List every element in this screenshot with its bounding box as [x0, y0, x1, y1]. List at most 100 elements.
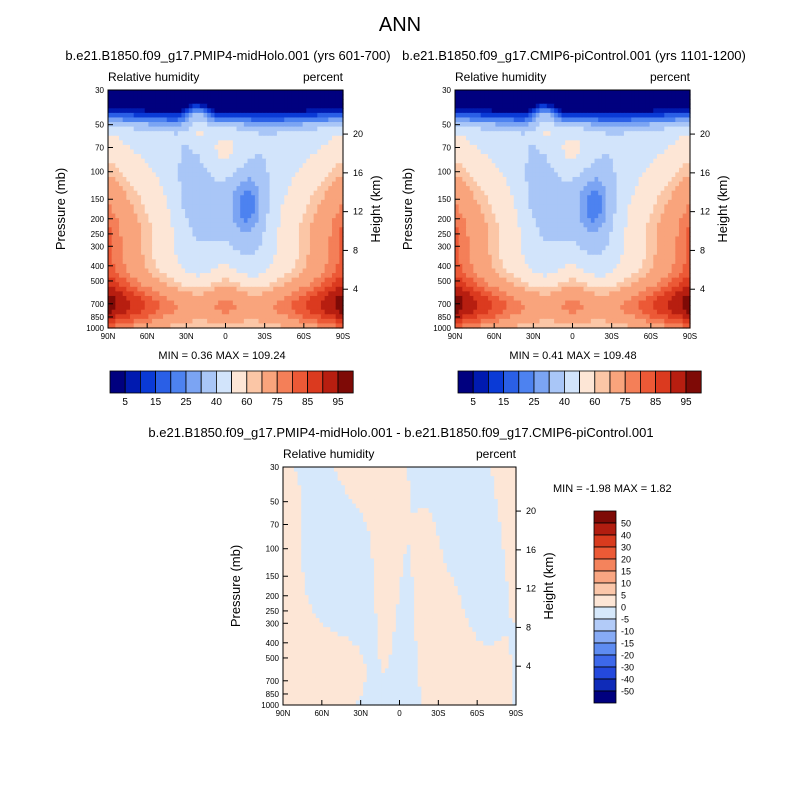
heatmap-cell [302, 135, 307, 141]
heatmap-cell [331, 231, 337, 238]
heatmap-cell [240, 263, 245, 270]
heatmap-cell [273, 263, 278, 270]
heatmap-cell [159, 167, 164, 173]
heatmap-cell [122, 154, 127, 160]
heatmap-cell [667, 195, 673, 201]
heatmap-cell [339, 176, 344, 183]
heatmap-cell [210, 282, 216, 288]
heatmap-cell [148, 268, 153, 274]
heatmap-cell [199, 135, 205, 141]
heatmap-cell [247, 190, 252, 196]
heatmap-cell [177, 108, 183, 114]
heatmap-cell [126, 186, 131, 192]
heatmap-cell [682, 117, 687, 123]
heatmap-cell [682, 108, 687, 114]
heatmap-cell [177, 186, 183, 192]
heatmap-cell [331, 305, 337, 311]
heatmap-cell [221, 112, 227, 119]
heatmap-cell [339, 295, 344, 302]
heatmap-cell [616, 135, 621, 141]
heatmap-cell [306, 222, 311, 228]
heatmap-cell [557, 172, 563, 178]
heatmap-cell [214, 268, 219, 274]
heatmap-cell [210, 181, 216, 187]
heatmap-cell [291, 300, 296, 306]
heatmap-cell [141, 273, 146, 279]
heatmap-cell [302, 305, 307, 311]
heatmap-cell [328, 158, 333, 164]
heatmap-cell [313, 268, 318, 274]
heatmap-cell [510, 131, 515, 137]
heatmap-cell [320, 199, 326, 206]
heatmap-cell [155, 245, 160, 251]
heatmap-cell [229, 209, 234, 215]
heatmap-cell [137, 195, 142, 201]
heatmap-cell [273, 176, 278, 183]
heatmap-cell [682, 181, 687, 187]
heatmap-cell [148, 186, 153, 192]
heatmap-cell [532, 195, 537, 201]
heatmap-cell [291, 318, 296, 325]
heatmap-cell [207, 140, 212, 146]
heatmap-cell [152, 259, 157, 265]
heatmap-cell [236, 263, 241, 270]
heatmap-cell [616, 112, 621, 119]
heatmap-cell [458, 144, 463, 151]
heatmap-cell [598, 172, 603, 178]
heatmap-cell [455, 172, 460, 178]
heatmap-cell [218, 282, 223, 288]
heatmap-cell [653, 199, 658, 206]
heatmap-cell [539, 112, 544, 119]
heatmap-cell [133, 103, 138, 109]
heatmap-cell [302, 209, 307, 215]
heatmap-cell [229, 277, 234, 283]
heatmap-cell [126, 99, 131, 105]
heatmap-cell [572, 117, 577, 123]
heatmap-cell [214, 90, 219, 96]
heatmap-cell [280, 144, 285, 151]
heatmap-cell [196, 314, 201, 320]
heatmap-cell [210, 117, 216, 123]
heatmap-cell [317, 295, 322, 302]
heatmap-cell [510, 199, 515, 206]
heatmap-cell [543, 172, 548, 178]
x-tick-label: 30N [179, 332, 194, 341]
heatmap-cell [667, 108, 673, 114]
heatmap-cell [576, 195, 581, 201]
heatmap-cell [638, 144, 643, 151]
heatmap-cell [616, 103, 621, 109]
heatmap-cell [576, 186, 581, 192]
heatmap-cell [480, 90, 485, 96]
heatmap-cell [119, 167, 124, 173]
heatmap-cell [240, 144, 245, 151]
heatmap-cell [199, 117, 205, 123]
heatmap-cell [221, 268, 227, 274]
heatmap-cell [598, 199, 603, 206]
heatmap-cell [262, 154, 267, 160]
heatmap-cell [265, 259, 271, 265]
heatmap-cell [601, 154, 607, 160]
heatmap-cell [653, 154, 658, 160]
heatmap-cell [284, 135, 289, 141]
heatmap-cell [262, 241, 267, 247]
heatmap-cell [262, 144, 267, 151]
heatmap-cell [298, 108, 304, 114]
heatmap-cell [166, 268, 172, 274]
heatmap-cell [188, 167, 194, 173]
heatmap-cell [513, 103, 519, 109]
heatmap-cell [546, 172, 552, 178]
heatmap-cell [203, 218, 208, 224]
heatmap-cell [188, 305, 194, 311]
heatmap-cell [491, 172, 496, 178]
heatmap-cell [298, 259, 304, 265]
heatmap-cell [671, 117, 676, 123]
heatmap-cell [243, 117, 249, 123]
heatmap-cell [207, 273, 212, 279]
heatmap-cell [265, 199, 271, 206]
heatmap-cell [225, 300, 230, 306]
heatmap-cell [499, 117, 504, 123]
heatmap-cell [328, 199, 333, 206]
heatmap-cell [550, 149, 555, 155]
heatmap-cell [108, 273, 113, 279]
heatmap-cell [181, 222, 186, 228]
